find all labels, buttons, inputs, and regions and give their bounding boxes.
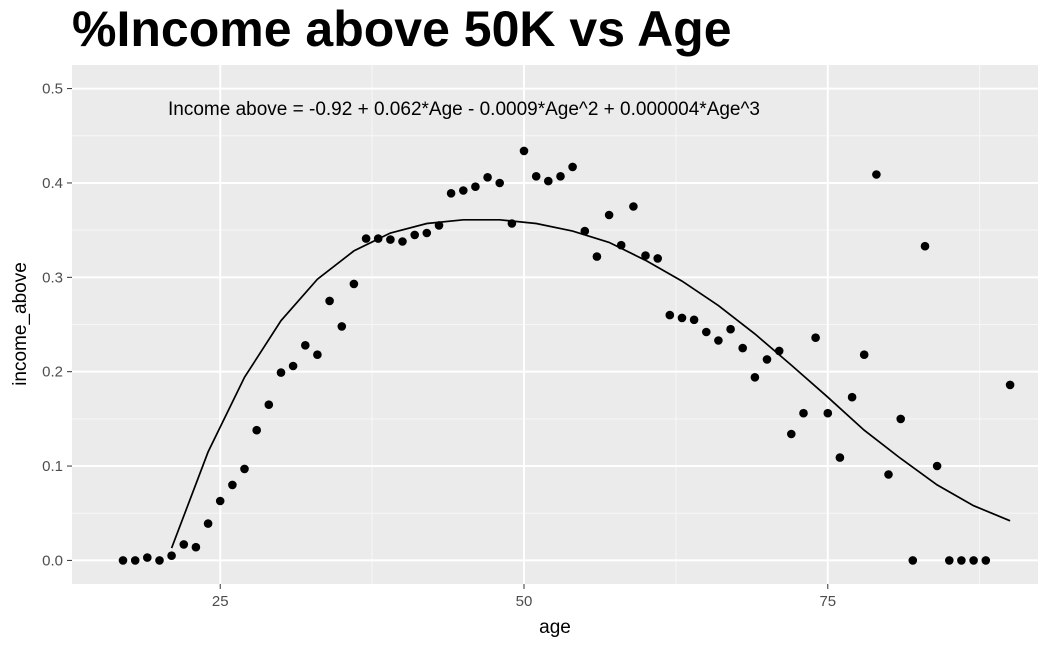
x-tick-label: 25 (212, 593, 229, 610)
data-point (616, 240, 626, 250)
y-tick-label: 0.2 (42, 364, 63, 381)
data-point (179, 540, 189, 549)
data-point (872, 170, 881, 179)
data-point (653, 254, 662, 263)
data-point (945, 556, 954, 565)
data-point (665, 310, 675, 320)
grid-lines (72, 65, 1038, 584)
data-point (835, 453, 845, 462)
data-point (981, 556, 991, 565)
data-point (386, 235, 395, 244)
data-point (544, 176, 553, 186)
data-point (410, 230, 420, 240)
data-point (240, 464, 249, 474)
data-point (471, 182, 480, 191)
data-point (957, 556, 966, 565)
data-point (592, 252, 602, 261)
data-points (118, 146, 1015, 565)
data-point (155, 556, 164, 565)
data-point (228, 480, 237, 490)
data-point (580, 226, 590, 236)
data-point (143, 553, 152, 562)
data-point (276, 368, 286, 377)
data-point (799, 408, 808, 418)
data-point (191, 542, 201, 552)
data-point (361, 234, 371, 243)
x-axis-title: age (539, 617, 571, 638)
data-point (702, 327, 711, 337)
data-point (118, 556, 128, 565)
x-tick-label: 50 (516, 593, 533, 610)
data-point (422, 228, 432, 238)
data-point (301, 341, 310, 350)
data-point (787, 429, 796, 439)
data-point (531, 172, 541, 181)
data-point (774, 346, 784, 356)
data-point (714, 336, 723, 345)
data-point (130, 556, 140, 565)
data-point (920, 241, 930, 251)
data-point (932, 461, 942, 471)
data-point (459, 186, 468, 195)
data-point (446, 189, 456, 198)
data-point (859, 350, 869, 360)
data-point (434, 221, 444, 230)
data-point (495, 178, 505, 188)
data-point (167, 551, 176, 560)
data-point (288, 361, 298, 371)
data-point (373, 234, 383, 243)
data-point (507, 219, 517, 228)
data-point (349, 279, 359, 289)
data-point (811, 333, 820, 343)
data-point (738, 343, 747, 353)
y-tick-label: 0.0 (42, 552, 63, 569)
data-point (604, 210, 614, 220)
data-point (1005, 380, 1015, 390)
data-point (313, 350, 322, 360)
data-point (641, 251, 650, 260)
data-point (908, 556, 918, 565)
y-tick-label: 0.5 (42, 81, 63, 98)
y-tick-label: 0.1 (42, 458, 63, 475)
data-point (896, 414, 905, 424)
data-point (398, 237, 407, 246)
y-tick-label: 0.4 (42, 175, 63, 192)
data-point (203, 519, 213, 528)
chart-title: %Income above 50K vs Age (72, 1, 732, 57)
data-point (629, 202, 638, 211)
data-point (969, 556, 978, 565)
data-point (215, 496, 225, 506)
data-point (689, 315, 699, 325)
fit-equation-annotation: Income above = -0.92 + 0.062*Age - 0.000… (168, 99, 760, 120)
data-point (264, 400, 274, 410)
data-point (677, 313, 687, 323)
data-point (483, 173, 492, 182)
data-point (325, 296, 334, 306)
fit-curve (170, 218, 1011, 549)
data-point (252, 425, 261, 435)
data-point (519, 146, 529, 156)
data-point (568, 162, 577, 172)
data-point (762, 355, 772, 364)
data-point (884, 470, 893, 479)
y-tick-label: 0.3 (42, 269, 63, 286)
data-point (750, 373, 760, 382)
data-point (337, 322, 347, 331)
data-point (726, 324, 735, 334)
data-point (847, 392, 857, 402)
data-point (556, 172, 565, 181)
y-axis-title: income_above (10, 262, 31, 386)
y-axis-ticks: 0.0 0.1 0.2 0.3 0.4 0.5 (42, 81, 72, 569)
x-tick-label: 75 (819, 593, 836, 610)
data-point (823, 408, 833, 418)
x-axis-ticks: 25 50 75 (212, 584, 836, 610)
